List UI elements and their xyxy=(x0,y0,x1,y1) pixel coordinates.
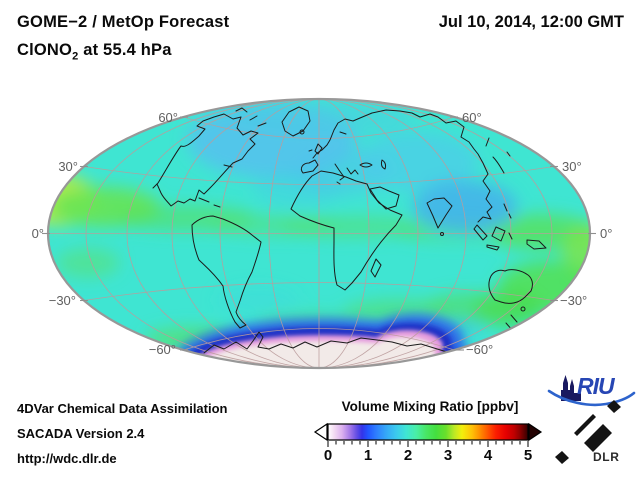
colorbar-right-arrow xyxy=(528,422,543,442)
colorbar-tick-2: 2 xyxy=(403,447,413,464)
dlr-logo-text: DLR xyxy=(593,450,619,464)
dlr-logo: DLR xyxy=(555,400,621,464)
colorbar-tick-0: 0 xyxy=(323,447,333,464)
forecast-datetime: Jul 10, 2014, 12:00 GMT xyxy=(438,13,624,31)
plot-title-line1: GOME−2 / MetOp Forecast xyxy=(17,13,230,31)
riu-logo: RIU xyxy=(547,373,636,407)
colorbar xyxy=(313,422,543,447)
lat-label-left-m60: −60° xyxy=(148,342,176,357)
colorbar-tick-4: 4 xyxy=(483,447,493,464)
lat-label-right-m60: −60° xyxy=(466,342,494,357)
riu-logo-text: RIU xyxy=(577,373,616,399)
lat-label-right-m30: −30° xyxy=(560,293,588,308)
antarctic-feature xyxy=(174,314,474,368)
riu-swoosh-icon xyxy=(547,389,636,407)
lat-label-left-0: 0° xyxy=(31,226,44,241)
data-field xyxy=(48,99,590,368)
footer-assimilation: 4DVar Chemical Data Assimilation xyxy=(17,401,228,416)
lat-label-right-30: 30° xyxy=(562,159,582,174)
latitude-ticks xyxy=(42,116,596,351)
colorbar-gradient xyxy=(327,423,529,441)
lat-label-left-m30: −30° xyxy=(48,293,76,308)
riu-cathedral-icon xyxy=(561,375,581,401)
dlr-bird-icon xyxy=(555,400,621,464)
species-name: ClONO xyxy=(17,41,73,59)
lat-label-left-30: 30° xyxy=(58,159,78,174)
colorbar-tick-3: 3 xyxy=(443,447,453,464)
footer-url: http://wdc.dlr.de xyxy=(17,451,117,466)
coastlines xyxy=(152,106,547,357)
colorbar-left-arrow xyxy=(313,422,328,442)
footer-version: SACADA Version 2.4 xyxy=(17,426,145,441)
colorbar-ticks xyxy=(327,441,529,447)
lat-label-left-60: 60° xyxy=(158,110,178,125)
mixing-ratio-blobs xyxy=(48,100,590,351)
colorbar-title: Volume Mixing Ratio [ppbv] xyxy=(341,399,519,414)
lat-label-right-60: 60° xyxy=(462,110,482,125)
pressure-level: at 55.4 hPa xyxy=(78,41,172,59)
colorbar-tick-5: 5 xyxy=(523,447,533,464)
species-subscript: 2 xyxy=(72,50,79,63)
plot-title-line2: ClONO2 at 55.4 hPa xyxy=(17,41,172,62)
graticule xyxy=(48,99,590,368)
colorbar-tick-1: 1 xyxy=(363,447,373,464)
lat-label-right-0: 0° xyxy=(600,226,613,241)
